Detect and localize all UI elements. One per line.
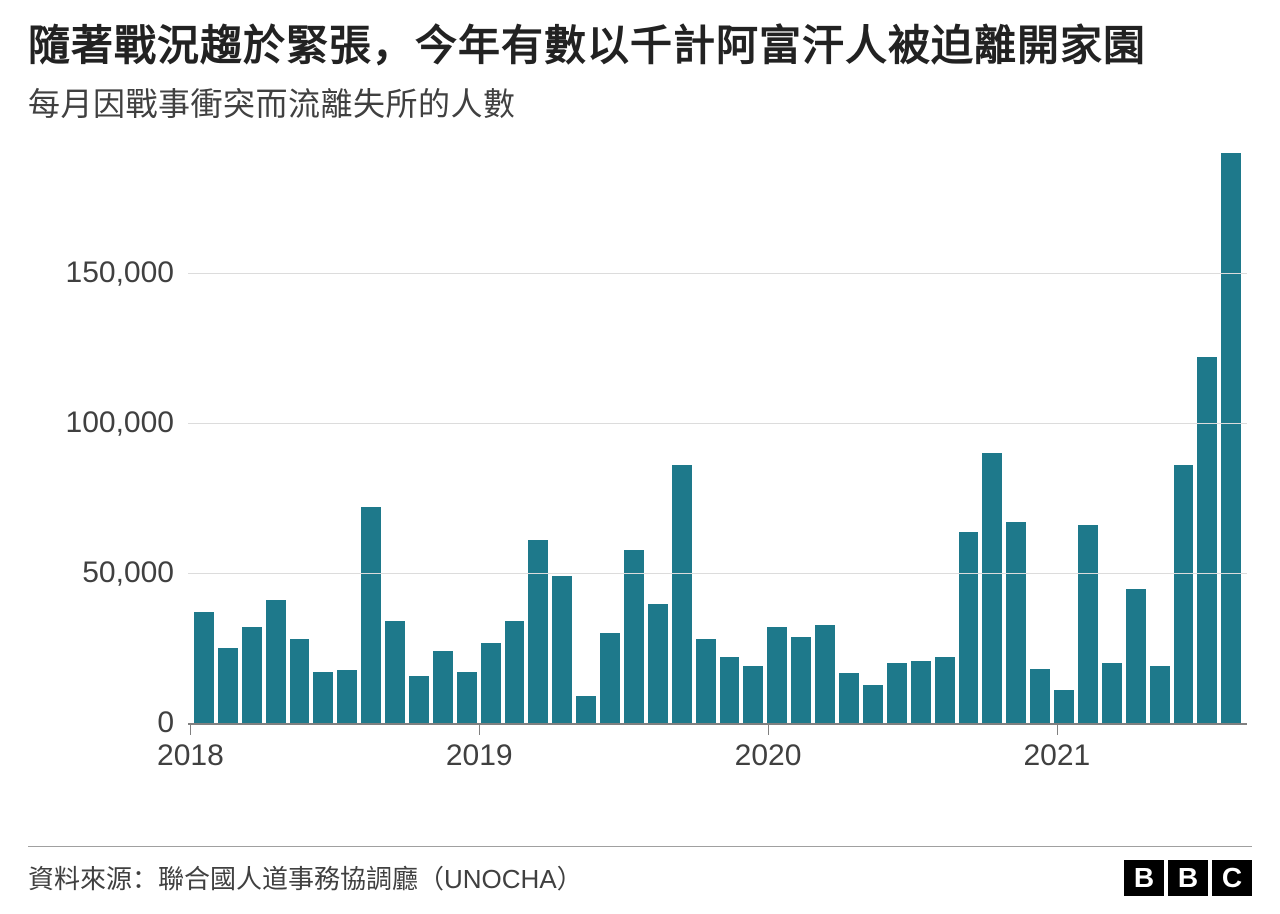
x-year-label: 2019 (446, 739, 513, 773)
bar (242, 627, 262, 723)
bar (1126, 589, 1146, 723)
bar (600, 633, 620, 723)
gridline (188, 573, 1247, 574)
y-tick-label: 0 (157, 706, 174, 740)
bar (696, 639, 716, 723)
bbc-logo-block: B (1124, 860, 1164, 896)
y-tick-label: 100,000 (66, 406, 174, 440)
bar (720, 657, 740, 723)
bar (505, 621, 525, 723)
bar (1030, 669, 1050, 723)
bar (528, 540, 548, 723)
bar (552, 576, 572, 723)
gridline (188, 423, 1247, 424)
x-tick (1057, 723, 1058, 735)
y-tick-label: 150,000 (66, 256, 174, 290)
bar (218, 648, 238, 723)
bar (290, 639, 310, 723)
bar (481, 643, 501, 723)
bbc-logo-block: C (1212, 860, 1252, 896)
bar (839, 673, 859, 723)
bars-container (188, 153, 1247, 723)
bar (1150, 666, 1170, 723)
x-year-label: 2020 (735, 739, 802, 773)
chart-subtitle: 每月因戰事衝突而流離失所的人數 (28, 79, 1252, 125)
bar (409, 676, 429, 723)
x-year-label: 2021 (1023, 739, 1090, 773)
x-tick (190, 723, 191, 735)
bar (767, 627, 787, 723)
x-year-label: 2018 (157, 739, 224, 773)
bar (1221, 153, 1241, 723)
bbc-logo-block: B (1168, 860, 1208, 896)
bar (361, 507, 381, 723)
bar (266, 600, 286, 723)
x-axis: 2018201920202021 (188, 723, 1247, 793)
bar (743, 666, 763, 723)
bar (1102, 663, 1122, 723)
x-tick (479, 723, 480, 735)
x-tick (768, 723, 769, 735)
bar (576, 696, 596, 723)
bar (672, 465, 692, 723)
chart-area: 050,000100,000150,000 2018201920202021 (28, 153, 1252, 793)
bar (194, 612, 214, 723)
footer-rule (28, 846, 1252, 847)
bar (313, 672, 333, 723)
bar (863, 685, 883, 722)
bbc-logo: BBC (1124, 860, 1252, 896)
bar (982, 453, 1002, 723)
bar (457, 672, 477, 723)
gridline (188, 273, 1247, 274)
bar (1174, 465, 1194, 723)
bar (385, 621, 405, 723)
bar (337, 670, 357, 723)
y-tick-label: 50,000 (82, 556, 174, 590)
bar (624, 550, 644, 723)
bar (815, 625, 835, 723)
plot-region: 050,000100,000150,000 (188, 153, 1247, 723)
chart-title: 隨著戰況趨於緊張，今年有數以千計阿富汗人被迫離開家園 (28, 20, 1252, 73)
source-text: 資料來源：聯合國人道事務協調廳（UNOCHA） (28, 859, 583, 896)
bar (887, 663, 907, 723)
bar (648, 604, 668, 723)
bar (1054, 690, 1074, 723)
bar (791, 637, 811, 723)
bar (935, 657, 955, 723)
bar (1006, 522, 1026, 723)
bar (433, 651, 453, 723)
bar (911, 661, 931, 723)
bar (1078, 525, 1098, 723)
bar (1197, 357, 1217, 723)
footer: 資料來源：聯合國人道事務協調廳（UNOCHA） BBC (28, 846, 1252, 896)
bar (959, 532, 979, 723)
